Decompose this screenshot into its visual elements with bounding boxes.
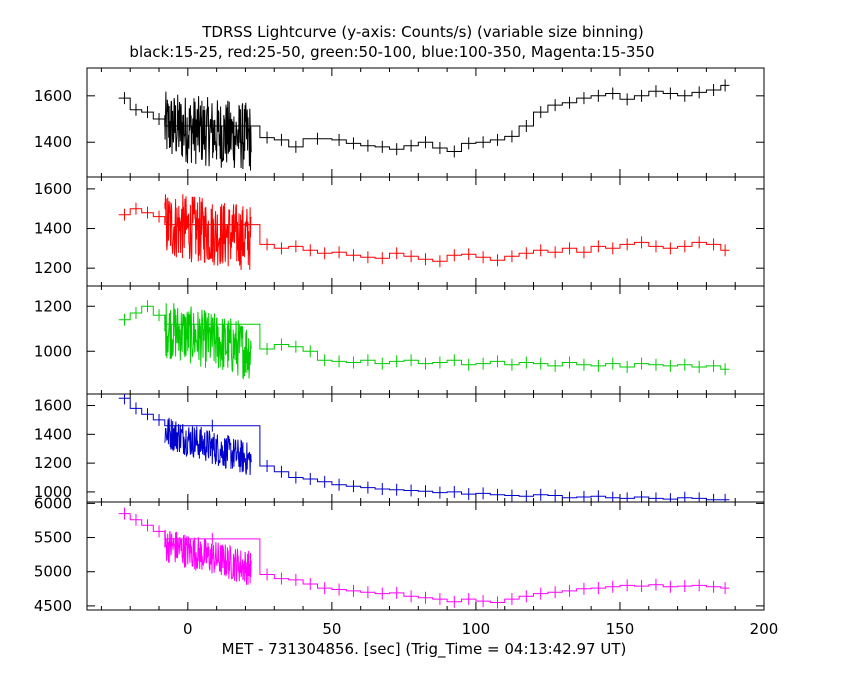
chart-subtitle: black:15-25, red:25-50, green:50-100, bl… [129, 43, 654, 61]
x-tick-label: 0 [183, 620, 193, 638]
noisy-series-25-50 [164, 194, 252, 271]
step-series-100-350 [118, 397, 730, 501]
y-tick-label: 5500 [34, 529, 72, 547]
panel-15-25: 1400 1600 [34, 67, 765, 178]
x-tick-label: 50 [322, 620, 341, 638]
y-tick-label: 1400 [34, 220, 72, 238]
y-tick-label: 1200 [34, 259, 72, 277]
x-tick-label: 200 [750, 620, 779, 638]
x-tick-label: 100 [462, 620, 491, 638]
y-tick-label: 4500 [34, 597, 72, 615]
y-tick-label: 1000 [34, 342, 72, 360]
panel-15-350: 4500 5000 5500 6000 [34, 494, 765, 615]
y-tick-label: 1400 [34, 133, 72, 151]
noisy-series-15-25 [164, 91, 252, 171]
y-tick-label: 1600 [34, 397, 72, 415]
y-tick-label: 1400 [34, 425, 72, 443]
y-tick-label: 1200 [34, 297, 72, 315]
step-series-15-25 [118, 84, 730, 152]
step-series-50-100 [118, 305, 730, 370]
panel-frame [86, 67, 765, 178]
noisy-series-50-100 [164, 303, 252, 380]
y-tick-label: 5000 [34, 563, 72, 581]
y-tick-label: 1000 [34, 483, 72, 501]
y-tick-label: 1600 [34, 87, 72, 105]
panels-group: 1400 1600 1200 1400 1600 1000 1200 1000 1200 1400… [34, 67, 765, 615]
noisy-series-100-350 [164, 417, 252, 476]
panel-50-100: 1000 1200 [34, 285, 765, 395]
x-tick-label: 150 [606, 620, 635, 638]
y-tick-label: 6000 [34, 494, 72, 512]
chart-title: TDRSS Lightcurve (y-axis: Counts/s) (var… [201, 23, 644, 41]
panel-frame [86, 501, 765, 611]
y-tick-label: 1600 [34, 180, 72, 198]
noisy-series-15-350 [164, 529, 252, 585]
panel-100-350: 1000 1200 1400 1600 [34, 393, 765, 503]
step-series-15-350 [118, 513, 730, 603]
y-tick-label: 1200 [34, 454, 72, 472]
panel-25-50: 1200 1400 1600 [34, 176, 765, 287]
step-series-25-50 [118, 208, 730, 262]
x-axis-label: MET - 731304856. [sec] (Trig_Time = 04:1… [222, 640, 627, 659]
